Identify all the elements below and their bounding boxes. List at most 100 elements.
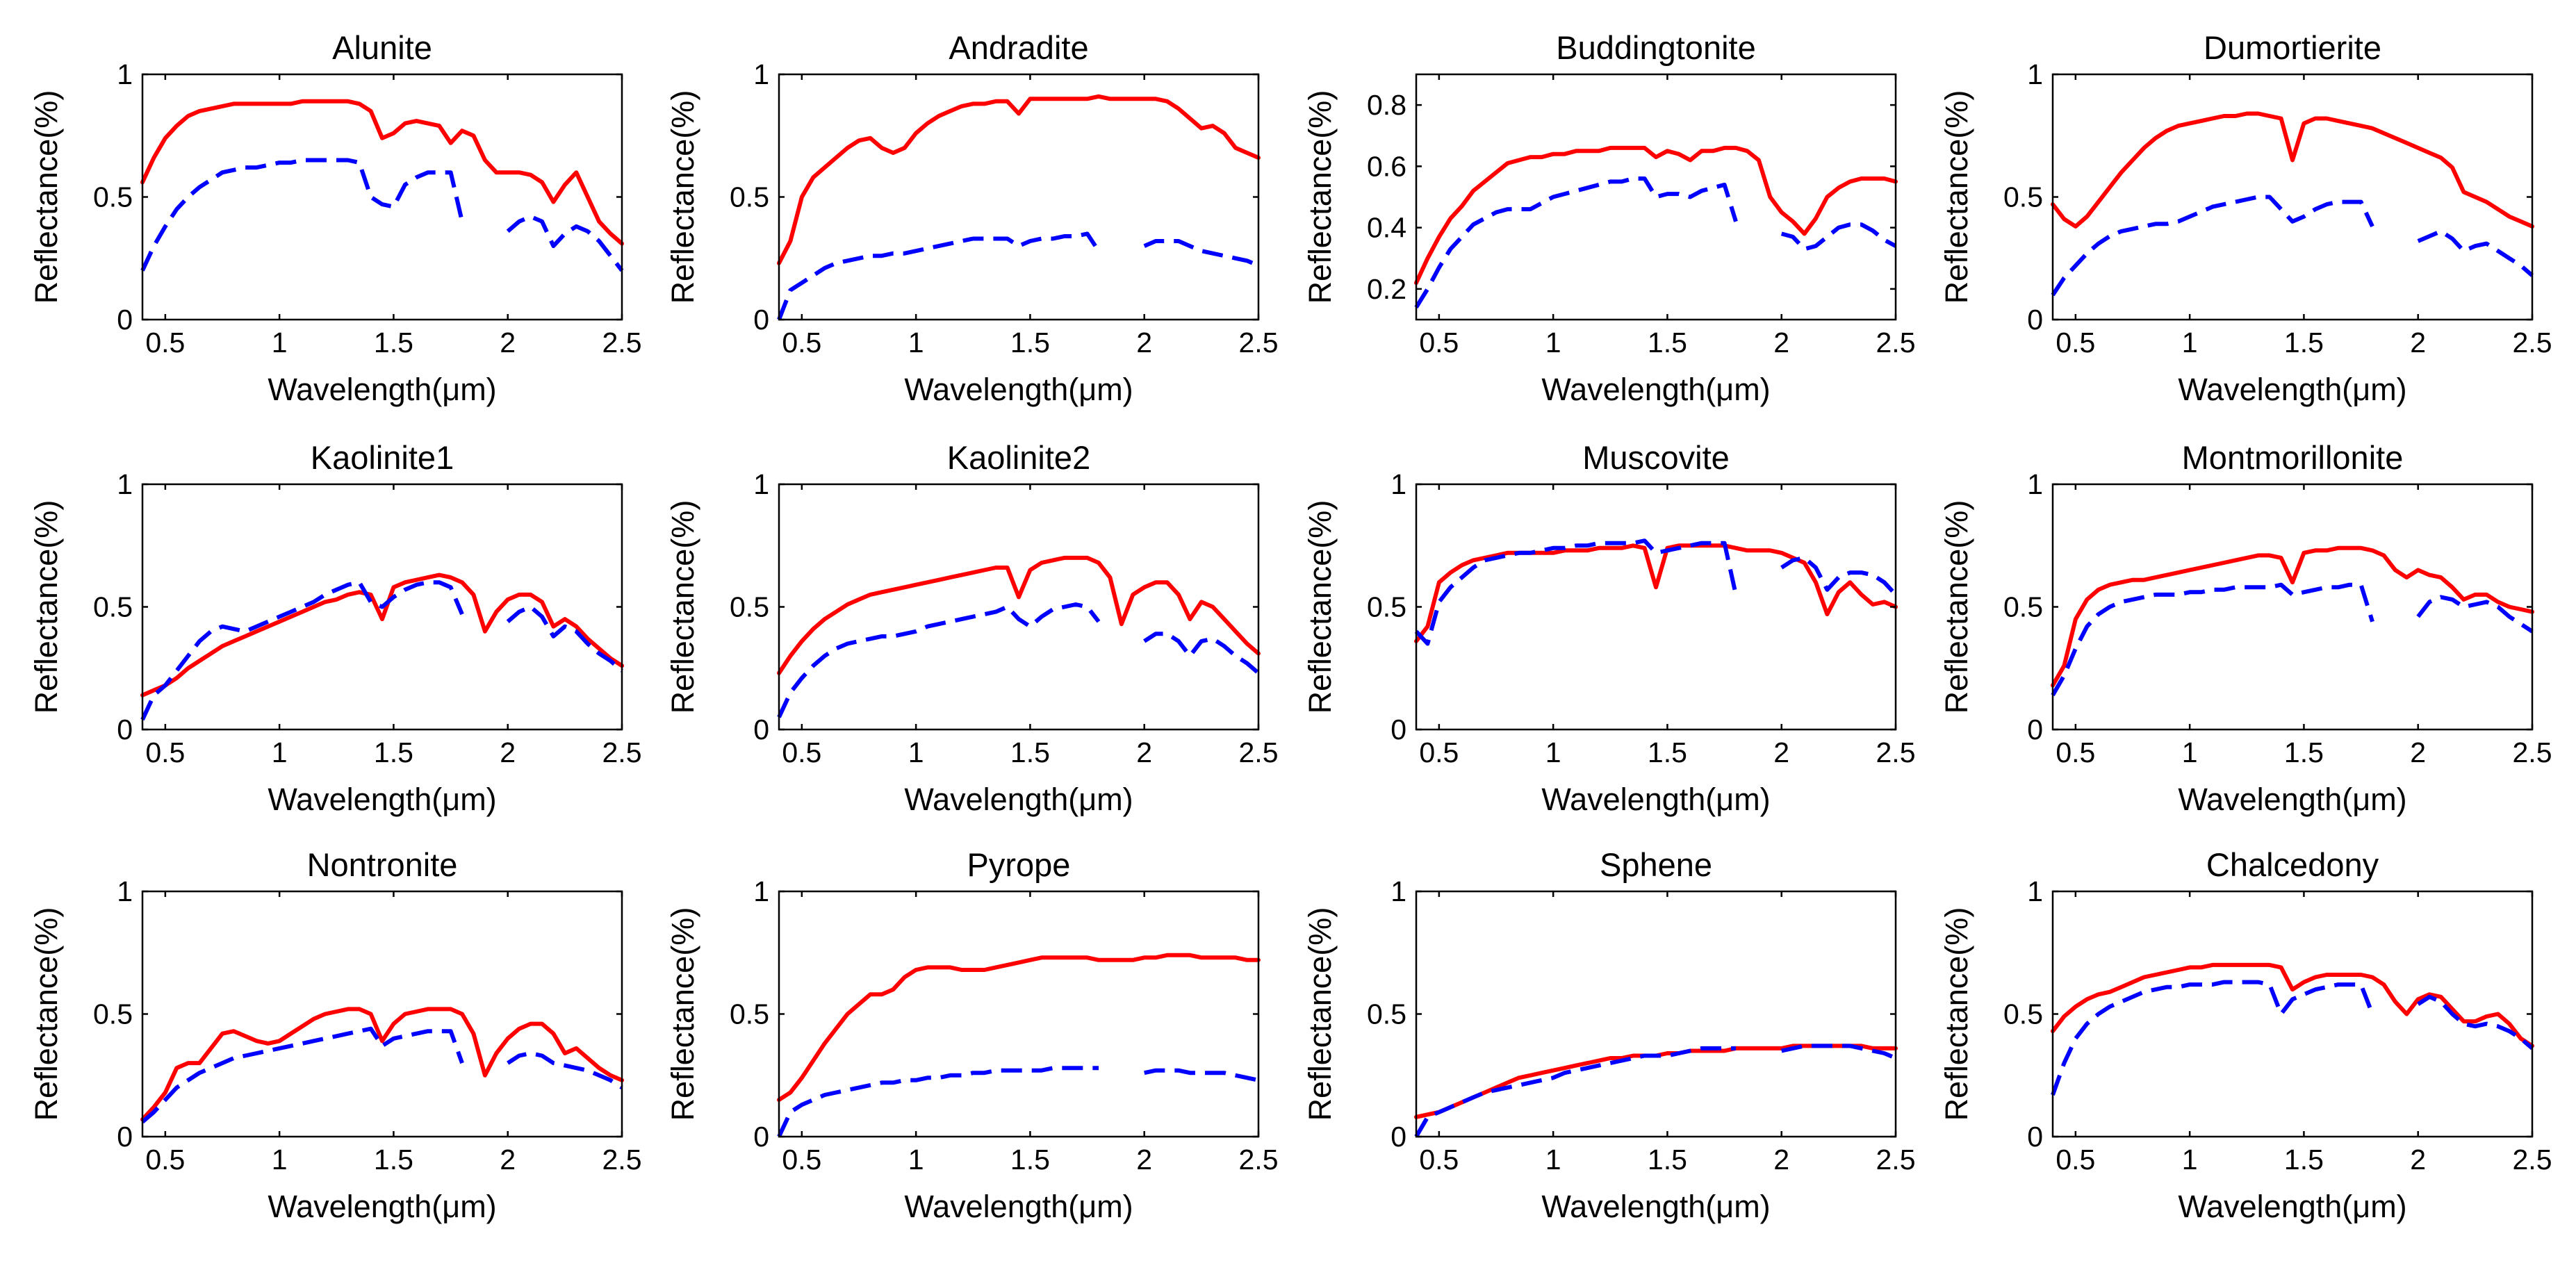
x-axis-label: Wavelength(μm)	[2178, 1189, 2406, 1224]
series-dashed-line	[2051, 195, 2534, 297]
x-tick-label: 1	[272, 327, 288, 358]
x-tick-label: 1.5	[1010, 736, 1050, 768]
x-tick-label: 2	[2410, 1144, 2426, 1176]
subplot-kaolinite2: Kaolinite2 0.5 1 1.5 2 2.5 0 0.5 1 Wavelength(μm)…	[665, 439, 1279, 817]
series-dashed-line	[140, 158, 624, 272]
y-tick-label: 0.5	[2003, 998, 2043, 1030]
x-tick-label: 2.5	[1876, 327, 1916, 358]
y-tick-label: 0.5	[730, 181, 769, 213]
x-tick-label: 0.5	[2056, 736, 2095, 768]
axes-frame	[141, 890, 623, 1138]
subplot-kaolinite1: Kaolinite1 0.5 1 1.5 2 2.5 0 0.5 1 Wavelength(μm)…	[28, 439, 642, 817]
x-tick-label: 1.5	[1648, 1144, 1687, 1176]
y-tick-label: 0.5	[2003, 181, 2043, 213]
x-tick-label: 1.5	[374, 327, 413, 358]
x-tick-label: 0.5	[782, 1144, 821, 1176]
x-tick-label: 2.5	[602, 736, 642, 768]
series-solid-line	[1414, 145, 1898, 286]
y-axis-label: Reflectance(%)	[1302, 90, 1338, 304]
x-axis-label: Wavelength(μm)	[904, 1189, 1133, 1224]
x-axis-label: Wavelength(μm)	[1541, 1189, 1770, 1224]
x-tick-label: 2.5	[1239, 736, 1279, 768]
x-axis-label: Wavelength(μm)	[1541, 372, 1770, 407]
x-tick-label: 1	[1545, 1144, 1561, 1176]
x-tick-label: 2.5	[1876, 1144, 1916, 1176]
axes-frame	[2051, 483, 2534, 731]
y-axis-label: Reflectance(%)	[1302, 907, 1338, 1121]
y-tick-label: 1	[2027, 468, 2043, 500]
y-tick-label: 1	[1390, 468, 1406, 500]
x-tick-label: 1	[272, 1144, 288, 1176]
subplot-title: Chalcedony	[2206, 846, 2379, 883]
x-axis-label: Wavelength(μm)	[1541, 782, 1770, 817]
y-tick-label: 0	[2027, 304, 2043, 336]
y-tick-label: 0	[1390, 1121, 1406, 1153]
x-tick-label: 2	[1136, 1144, 1152, 1176]
y-tick-label: 1	[117, 468, 133, 500]
y-tick-label: 1	[2027, 875, 2043, 907]
y-axis-label: Reflectance(%)	[1302, 500, 1338, 714]
series-dashed-line	[1414, 538, 1898, 646]
x-tick-label: 2.5	[1876, 736, 1916, 768]
y-tick-label: 1	[753, 468, 769, 500]
x-tick-label: 0.5	[1419, 327, 1459, 358]
x-tick-label: 2.5	[602, 1144, 642, 1176]
x-tick-label: 2	[1136, 736, 1152, 768]
y-tick-label: 0	[2027, 1121, 2043, 1153]
x-tick-label: 2	[1773, 736, 1789, 768]
y-tick-label: 0.5	[1367, 998, 1406, 1030]
y-tick-label: 1	[117, 58, 133, 90]
x-tick-label: 0.5	[782, 736, 821, 768]
series-solid-line	[2051, 545, 2534, 688]
x-tick-label: 2	[1773, 1144, 1789, 1176]
x-axis-label: Wavelength(μm)	[904, 782, 1133, 817]
subplot-montmorillonite: Montmorillonite 0.5 1 1.5 2 2.5 0 0.5 1 Wavelengt…	[1939, 439, 2552, 817]
x-tick-label: 1.5	[2284, 327, 2324, 358]
series-dashed-line	[1414, 1044, 1897, 1138]
subplot-muscovite: Muscovite 0.5 1 1.5 2 2.5 0 0.5 1 Wavelength(μm) R…	[1302, 439, 1916, 817]
x-tick-label: 2	[1136, 327, 1152, 358]
x-tick-label: 0.5	[145, 1144, 185, 1176]
y-tick-label: 0	[753, 714, 769, 745]
x-axis-label: Wavelength(μm)	[268, 1189, 496, 1224]
x-tick-label: 1	[908, 736, 924, 768]
x-tick-label: 1	[908, 1144, 924, 1176]
x-tick-label: 0.5	[2056, 327, 2095, 358]
series-solid-line	[777, 555, 1261, 675]
series-dashed-line	[1414, 176, 1897, 308]
y-tick-label: 0.5	[730, 998, 769, 1030]
x-axis-label: Wavelength(μm)	[268, 782, 496, 817]
axes-frame	[778, 890, 1260, 1138]
axes-frame	[1415, 73, 1897, 321]
y-axis-label: Reflectance(%)	[1939, 90, 1974, 304]
x-tick-label: 1	[1545, 736, 1561, 768]
y-tick-label: 0.5	[730, 591, 769, 623]
series-dashed-line	[777, 1066, 1259, 1138]
x-tick-label: 1.5	[1010, 1144, 1050, 1176]
series-solid-line	[2051, 111, 2534, 229]
y-tick-label: 0	[753, 1121, 769, 1153]
x-axis-label: Wavelength(μm)	[2178, 782, 2406, 817]
y-tick-label: 0.4	[1367, 212, 1406, 244]
y-tick-label: 0.8	[1367, 89, 1406, 121]
x-tick-label: 1.5	[374, 736, 413, 768]
y-tick-label: 1	[117, 875, 133, 907]
y-axis-label: Reflectance(%)	[665, 907, 700, 1121]
x-tick-label: 2	[2410, 327, 2426, 358]
subplot-title: Sphene	[1600, 846, 1712, 883]
x-tick-label: 1	[2182, 1144, 2198, 1176]
y-axis-label: Reflectance(%)	[1939, 907, 1974, 1121]
series-dashed-line	[2051, 980, 2534, 1096]
subplot-andradite: Andradite 0.5 1 1.5 2 2.5 0 0.5 1 Wavelength(μm) R…	[665, 29, 1279, 407]
subplot-title: Alunite	[332, 29, 432, 66]
y-axis-label: Reflectance(%)	[28, 90, 64, 304]
series-solid-line	[140, 99, 624, 246]
y-tick-label: 0.6	[1367, 150, 1406, 182]
y-tick-label: 0.5	[93, 181, 133, 213]
x-tick-label: 2.5	[2513, 736, 2552, 768]
y-tick-label: 0.5	[93, 591, 133, 623]
series-dashed-line	[777, 602, 1260, 718]
y-tick-label: 0.5	[2003, 591, 2043, 623]
y-tick-label: 0.5	[93, 998, 133, 1030]
